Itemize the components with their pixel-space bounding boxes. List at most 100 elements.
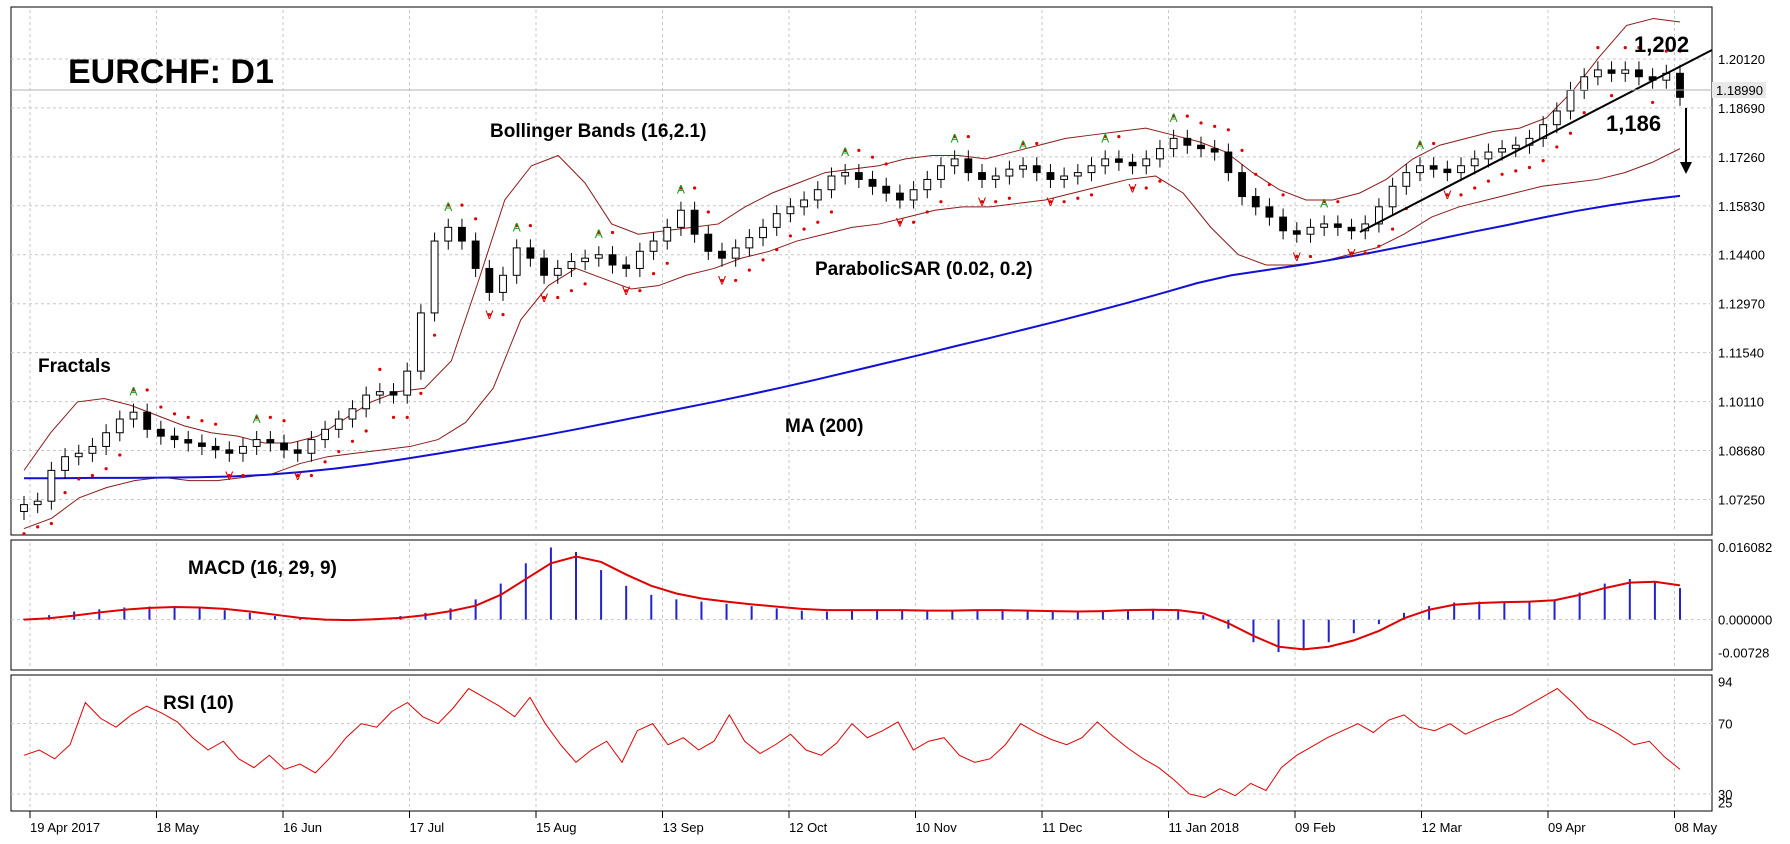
sar-dot (1582, 111, 1586, 115)
macd-bar (1679, 588, 1681, 620)
sar-dot (1240, 148, 1244, 152)
candle-body (937, 165, 945, 180)
sar-dot (775, 248, 779, 252)
macd-bar (173, 607, 176, 620)
sar-dot (788, 234, 793, 238)
sar-dot (720, 278, 724, 283)
candle-body (1621, 69, 1630, 74)
candle-body (649, 240, 658, 252)
macd-label: MACD (16, 29, 9) (188, 558, 337, 579)
macd-bar (1302, 619, 1305, 649)
candle-body (704, 233, 713, 252)
sar-dot (911, 220, 916, 224)
sar-dot (487, 313, 491, 317)
candle-body (47, 469, 56, 502)
sar-dot (1144, 186, 1148, 190)
candle-body (1087, 165, 1096, 174)
sar-dot (1651, 100, 1655, 105)
candle-body (389, 391, 398, 396)
rsi-line (23, 687, 1681, 798)
macd-bar (273, 616, 276, 620)
sar-dot (1185, 114, 1189, 118)
candle-body (1032, 165, 1041, 174)
macd-bar (825, 611, 828, 620)
sar-dot (1637, 46, 1641, 50)
sar-dot (1199, 121, 1203, 125)
macd-bar (1578, 592, 1581, 620)
candle-body (143, 411, 152, 430)
candle-body (184, 439, 193, 444)
sar-dot (1076, 196, 1080, 200)
candle-body (1142, 158, 1151, 167)
sar-dot (1514, 169, 1518, 173)
trend-line (1359, 49, 1713, 233)
candle-body (321, 428, 330, 441)
sar-dot (90, 473, 95, 478)
candle-body (581, 257, 590, 263)
macd-bar (675, 599, 678, 620)
macd-bar (650, 594, 653, 620)
candle-body (923, 178, 932, 191)
macd-bar (575, 552, 577, 620)
macd-bar (1503, 601, 1506, 620)
macd-pane (10, 539, 1713, 671)
sar-dot (1308, 254, 1313, 259)
current-price-label: 1.18990 (1716, 83, 1763, 98)
macd-bar (725, 603, 728, 620)
sar-dot (1226, 128, 1230, 132)
macd-bar (449, 608, 452, 620)
sar-dot (364, 429, 368, 433)
candle-body (1552, 110, 1561, 126)
sar-dot (870, 155, 875, 159)
macd-bar (1026, 611, 1029, 620)
macd-tick-label: -0.00728 (1718, 645, 1769, 660)
macd-bar (1377, 619, 1380, 625)
sar-dot (296, 473, 300, 478)
sar-dot (49, 521, 53, 526)
price-tick-label: 1.20120 (1718, 52, 1765, 67)
candle-body (964, 158, 973, 174)
candle-body (307, 439, 316, 454)
fractal-up-icon: A (1101, 131, 1109, 145)
sar-dot (651, 271, 656, 276)
date-tick-label: 18 May (157, 820, 200, 835)
sar-dot (227, 473, 231, 478)
candle-body (594, 254, 603, 259)
fractal-up-icon: A (1170, 111, 1178, 125)
sar-dot (1459, 193, 1463, 197)
candle-body (1347, 226, 1356, 232)
macd-bar (474, 599, 477, 620)
candle-body (813, 189, 822, 201)
candle-body (854, 172, 863, 180)
candle-body (1676, 72, 1684, 98)
macd-bar (299, 618, 301, 620)
sar-label: ParabolicSAR (0.02, 0.2) (815, 259, 1033, 280)
candle-body (1019, 165, 1027, 170)
candle-body (1128, 161, 1137, 167)
sar-dot (391, 415, 396, 419)
ma-line (24, 194, 1681, 480)
bb-lower-line (23, 148, 1681, 530)
fractal-down-icon: V (540, 291, 548, 305)
candle-body (129, 411, 138, 420)
fractals: A V A V A V A V A V A V A V A V A V A V A V A V A V (129, 111, 1451, 483)
sar-dot (939, 200, 943, 204)
candle-body (61, 456, 69, 471)
candle-body (74, 452, 83, 458)
rsi-tick-label: 30 (1718, 787, 1732, 802)
candle-body (471, 240, 480, 269)
candle-body (731, 247, 740, 259)
candle-body (239, 445, 247, 454)
date-tick-label: 08 May (1675, 820, 1718, 835)
candle-body (280, 442, 288, 451)
sar-dot (1486, 179, 1490, 183)
macd-bar (901, 610, 904, 620)
macd-bar (700, 601, 703, 620)
macd-bar (1453, 602, 1456, 620)
candle-body (1320, 223, 1329, 228)
sar-dot (1172, 114, 1176, 118)
sar-dot (1007, 196, 1011, 200)
sar-dot (1062, 200, 1066, 204)
sar-dot (1377, 244, 1381, 248)
price-tick-label: 1.15830 (1718, 199, 1765, 214)
